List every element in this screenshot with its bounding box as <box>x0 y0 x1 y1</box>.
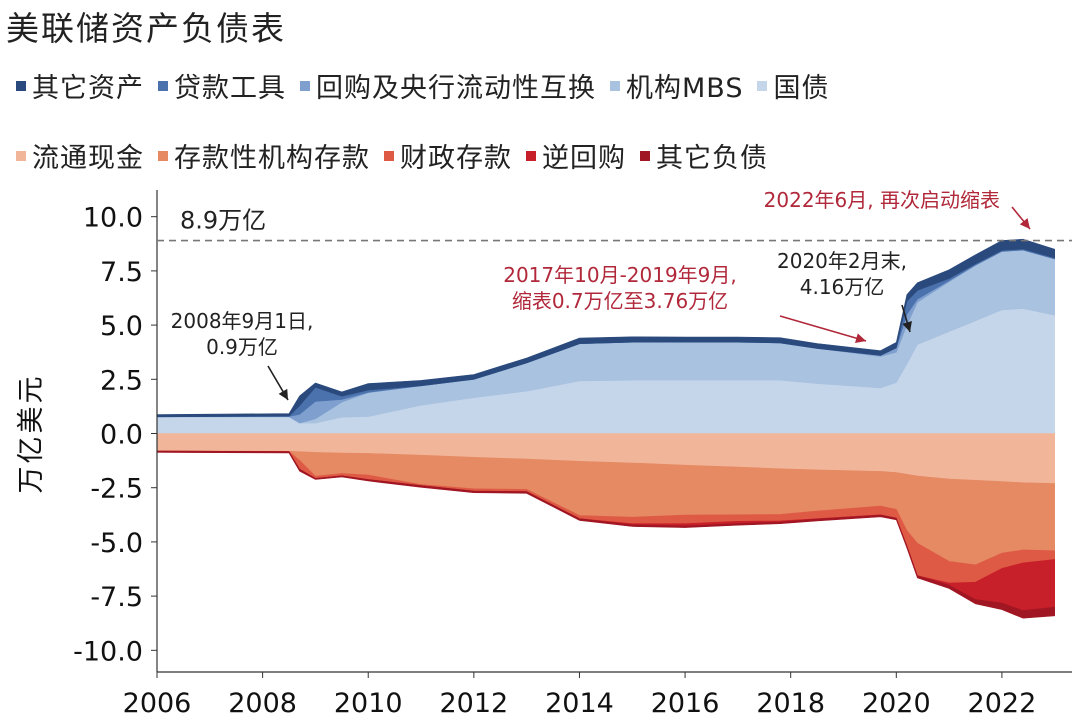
annotation-text: 2022年6月, 再次启动缩表 <box>764 188 1000 212</box>
legend-swatch <box>610 80 620 91</box>
legend-item: 存款性机构存款 <box>158 136 370 175</box>
y-tick-label: 10.0 <box>83 203 143 234</box>
annotation-arrowhead <box>278 388 288 400</box>
legend-item: 财政存款 <box>384 136 512 175</box>
legend-swatch <box>158 80 168 91</box>
legend-item: 逆回购 <box>526 136 626 175</box>
y-tick-label: 5.0 <box>100 311 143 342</box>
y-tick-label: 2.5 <box>100 365 143 396</box>
x-tick-label: 2022 <box>968 688 1037 719</box>
legend-label: 存款性机构存款 <box>174 143 370 174</box>
y-tick-label: 0.0 <box>100 420 143 451</box>
annotation-text: 4.16万亿 <box>800 275 885 299</box>
y-tick-label: -10.0 <box>73 636 143 667</box>
annotation: 2022年6月, 再次启动缩表 <box>764 188 1031 230</box>
annotation: 2008年9月1日,0.9万亿 <box>171 309 314 401</box>
y-tick-label: -2.5 <box>90 474 143 505</box>
legend-label: 财政存款 <box>400 143 512 174</box>
y-tick-label: -7.5 <box>90 582 143 613</box>
legend-label: 其它负债 <box>656 143 768 174</box>
legend-label: 其它资产 <box>32 73 144 104</box>
y-axis-title: 万亿美元 <box>16 374 47 494</box>
legend-swatch <box>300 80 310 91</box>
legend-label: 贷款工具 <box>174 73 286 104</box>
area-series <box>156 238 1055 418</box>
stacked-areas <box>156 238 1055 619</box>
legend-row-liabilities: 流通现金 存款性机构存款 财政存款 逆回购 其它负债 <box>16 136 782 175</box>
legend-label: 流通现金 <box>32 143 144 174</box>
legend-item: 其它负债 <box>640 136 768 175</box>
reference-line-group: 8.9万亿 <box>157 207 1072 242</box>
chart-title: 美联储资产负债表 <box>6 9 286 48</box>
annotation-arrowhead <box>855 333 866 344</box>
x-tick-label: 2018 <box>756 688 825 719</box>
legend-swatch <box>757 80 768 91</box>
legend-item: 流通现金 <box>16 136 144 175</box>
axes: 10.0 7.5 5.0 2.5 0.0 -2.5 -5.0 -7.5 -10.0 2006 200… <box>16 190 1072 719</box>
annotation-arrowhead <box>1019 218 1030 229</box>
legend-label: 回购及央行流动性互换 <box>316 73 596 104</box>
x-tick-label: 2012 <box>439 688 508 719</box>
annotation-text: 0.9万亿 <box>206 335 278 359</box>
annotation-text: 缩表0.7万亿至3.76万亿 <box>512 289 728 313</box>
legend-swatch <box>16 150 26 161</box>
annotations: 2008年9月1日,0.9万亿 2017年10月-2019年9月,缩表0.7万亿至… <box>171 188 1031 401</box>
reference-line-label: 8.9万亿 <box>180 207 266 235</box>
legend-swatch <box>158 150 168 161</box>
legend-row-assets: 其它资产 贷款工具 回购及央行流动性互换 机构MBS 国债 <box>16 66 843 105</box>
annotation-text: 2020年2月末, <box>777 249 907 273</box>
area-series <box>156 450 1055 619</box>
x-tick-label: 2006 <box>123 688 192 719</box>
y-tick-label: -5.0 <box>90 528 143 559</box>
legend-label: 逆回购 <box>542 143 626 174</box>
annotation-arrow <box>779 315 867 342</box>
annotation-text: 2008年9月1日, <box>171 309 314 333</box>
legend-label: 机构MBS <box>626 73 744 104</box>
legend-item: 机构MBS <box>610 66 743 105</box>
legend-swatch <box>640 150 650 161</box>
legend-swatch <box>16 80 26 91</box>
x-tick-label: 2014 <box>545 688 614 719</box>
legend-item: 贷款工具 <box>158 66 286 105</box>
x-tick-label: 2020 <box>862 688 931 719</box>
annotation-text: 2017年10月-2019年9月, <box>503 263 737 287</box>
annotation: 2017年10月-2019年9月,缩表0.7万亿至3.76万亿 <box>503 263 867 344</box>
x-tick-label: 2008 <box>228 688 297 719</box>
legend-swatch <box>526 150 536 161</box>
legend-swatch <box>384 150 394 161</box>
annotation: 2020年2月末,4.16万亿 <box>777 249 912 333</box>
legend-item: 其它资产 <box>16 66 144 105</box>
legend-label: 国债 <box>773 73 830 104</box>
legend-item: 国债 <box>757 66 829 105</box>
annotation-arrowhead <box>902 320 912 332</box>
x-tick-label: 2016 <box>651 688 720 719</box>
y-tick-label: 7.5 <box>100 257 143 288</box>
legend-item: 回购及央行流动性互换 <box>300 66 596 105</box>
x-tick-label: 2010 <box>334 688 403 719</box>
